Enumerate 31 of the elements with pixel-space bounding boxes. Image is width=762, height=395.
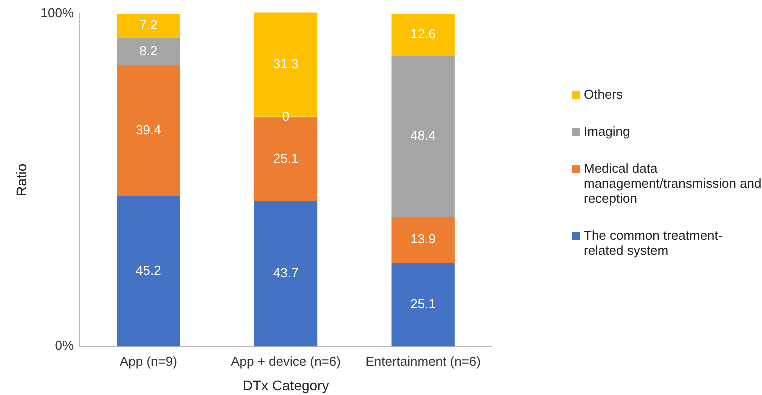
- data-label: 7.2: [140, 18, 158, 33]
- bar: [392, 56, 455, 217]
- x-tick-label: Entertainment (n=6): [366, 354, 481, 369]
- legend-label: The common treatment-related system: [584, 228, 724, 258]
- bar: [392, 263, 455, 347]
- bar: [117, 65, 180, 196]
- legend-label: Imaging: [584, 124, 630, 139]
- y-axis-title: Ratio: [13, 164, 30, 197]
- data-label: 43.7: [273, 266, 299, 281]
- data-label: 25.1: [410, 296, 436, 312]
- y-tick-label: 100%: [40, 6, 74, 21]
- y-tick-label: 0%: [55, 338, 74, 354]
- x-tick-label: App + device (n=6): [231, 354, 341, 369]
- bar: [254, 201, 318, 347]
- bar: [117, 196, 180, 347]
- legend-label: Medical data management/transmission and reception: [584, 161, 762, 206]
- data-label: 31.3: [273, 56, 299, 72]
- data-label: 13.9: [410, 232, 436, 247]
- bar: [117, 38, 180, 66]
- bar: [392, 14, 455, 56]
- data-label: 8.2: [140, 43, 158, 58]
- data-label: 45.2: [136, 263, 162, 278]
- x-axis-title: DTx Category: [242, 377, 330, 394]
- data-label: 39.4: [136, 122, 162, 138]
- bar: [117, 14, 180, 38]
- bar: [392, 216, 455, 264]
- x-tick-label: App (n=9): [120, 354, 178, 369]
- data-label: 48.4: [410, 128, 436, 144]
- data-label: 25.1: [273, 151, 299, 166]
- data-label: 12.6: [410, 26, 436, 42]
- legend-label: Others: [584, 87, 624, 102]
